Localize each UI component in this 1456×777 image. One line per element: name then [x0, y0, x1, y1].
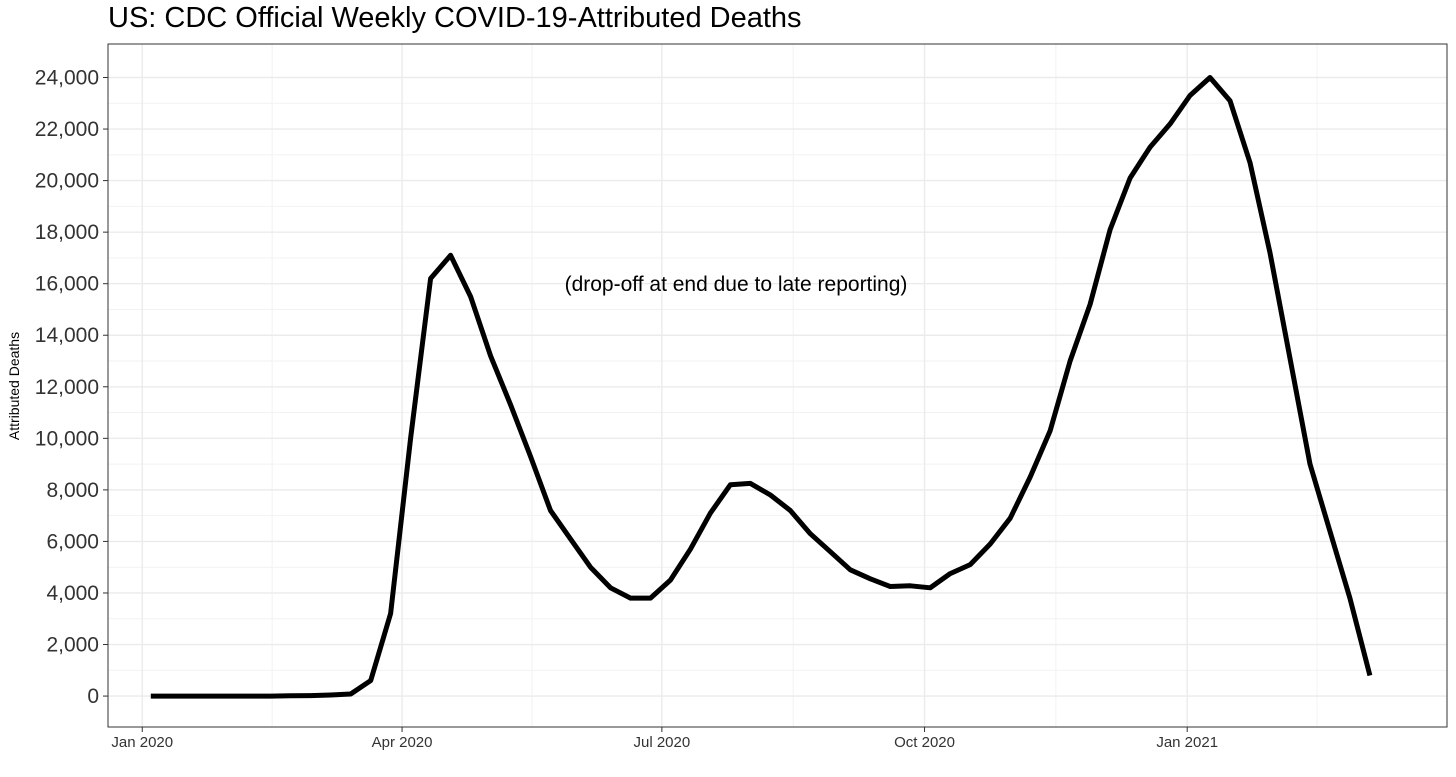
x-axis-tick-labels: Jan 2020 Apr 2020 Jul 2020 Oct 2020 Jan 2021 — [111, 734, 1218, 751]
y-tick-label: 8,000 — [46, 479, 99, 502]
y-tick-label: 4,000 — [46, 582, 99, 605]
y-tick-label: 10,000 — [35, 427, 99, 450]
y-tick-label: 16,000 — [35, 273, 99, 296]
y-tick-label: 12,000 — [35, 376, 99, 399]
y-axis-title: Attributed Deaths — [6, 332, 22, 440]
plot-panel-border — [107, 43, 1448, 728]
chart-annotation: (drop-off at end due to late reporting) — [565, 273, 908, 296]
y-tick-label: 20,000 — [35, 170, 99, 193]
series-line — [150, 75, 1373, 699]
x-tick-label: Jan 2020 — [111, 734, 173, 751]
minor-gridlines — [108, 44, 1447, 727]
y-tick-label: 2,000 — [46, 634, 99, 657]
series-layer — [150, 75, 1373, 699]
x-tick-label: Apr 2020 — [372, 734, 433, 751]
y-axis-tick-labels: 0 2,000 4,000 6,000 8,000 10,000 12,000 14,000 1… — [35, 67, 99, 709]
y-tick-label: 22,000 — [35, 118, 99, 141]
x-tick-label: Jul 2020 — [634, 734, 691, 751]
x-tick-label: Jan 2021 — [1156, 734, 1218, 751]
y-tick-label: 24,000 — [35, 67, 99, 90]
y-tick-label: 6,000 — [46, 530, 99, 553]
axis-ticks — [103, 77, 1188, 732]
y-tick-label: 0 — [87, 685, 99, 708]
chart-title: US: CDC Official Weekly COVID-19-Attribu… — [108, 2, 802, 34]
y-tick-label: 18,000 — [35, 221, 99, 244]
y-tick-label: 14,000 — [35, 324, 99, 347]
x-tick-label: Oct 2020 — [894, 734, 955, 751]
